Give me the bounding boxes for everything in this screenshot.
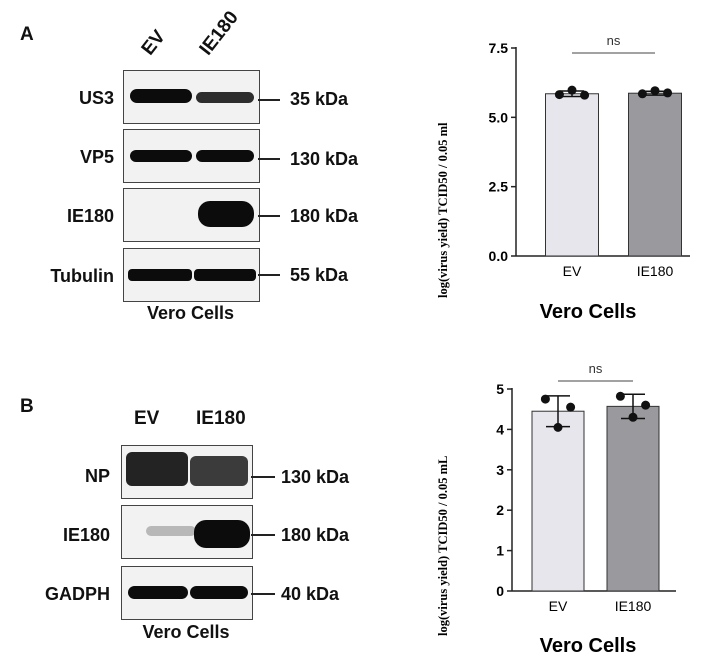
band-tubulin-ev [128, 269, 192, 281]
band-ie180-a-ie180 [198, 201, 254, 227]
chart-b-ylabel: log(virus yield) TCID50 / 0.05 mL [436, 456, 450, 636]
chart-b-ytick-label: 1 [496, 543, 504, 559]
chart-a-ytick-label: 7.5 [489, 40, 509, 56]
chart-b-ytick-label: 3 [496, 462, 504, 478]
blot-ie180-b [121, 505, 253, 559]
blot-label-vp5: VP5 [79, 147, 114, 167]
blot-label-ie180-b: IE180 [62, 525, 110, 545]
chart-a-ytick-label: 2.5 [489, 179, 509, 195]
blot-marker-ie180-b [251, 534, 275, 536]
chart-b-ytick-label: 5 [496, 381, 504, 397]
blot-size-np: 130 kDa [281, 467, 350, 487]
chart-a-data-point [554, 90, 564, 100]
blot-size-vp5: 130 kDa [290, 149, 359, 169]
blot-size-tubulin: 55 kDa [290, 265, 349, 285]
blot-size-ie180-b: 180 kDa [281, 525, 350, 545]
chart-a: log(virus yield) TCID50 / 0.05 ml 0.0 2.5… [436, 33, 690, 323]
chart-b-bar-ev [531, 410, 585, 592]
band-np-ie180 [190, 456, 248, 486]
panel-a-lane-ev: EV [137, 26, 170, 60]
chart-a-data-point [650, 86, 660, 96]
blot-us3 [123, 70, 260, 124]
blot-size-gadph: 40 kDa [281, 584, 340, 604]
blot-label-np: NP [84, 466, 110, 486]
chart-b-xlabel: Vero Cells [540, 635, 637, 657]
blot-label-us3: US3 [78, 88, 114, 108]
chart-a-data-point [637, 89, 647, 99]
panel-b-lane-ie180: IE180 [196, 408, 246, 429]
blot-label-tubulin: Tubulin [50, 266, 114, 286]
blot-tubulin [123, 248, 260, 302]
chart-a-sig-label: ns [607, 33, 621, 48]
band-us3-ev [130, 89, 192, 103]
chart-b-bar-ie180 [606, 405, 660, 592]
blot-gadph [121, 566, 253, 620]
blot-marker-vp5 [258, 158, 280, 160]
blot-marker-np [251, 476, 275, 478]
band-gadph-ev [128, 586, 188, 599]
chart-b-data-point [540, 394, 550, 404]
band-us3-ie180 [196, 92, 254, 103]
chart-b-data-point [628, 412, 638, 422]
blot-vp5 [123, 129, 260, 183]
chart-b-data-point [615, 391, 625, 401]
band-ie180-b-ev [146, 526, 196, 536]
blot-marker-tubulin [258, 274, 280, 276]
band-np-ev [126, 452, 188, 486]
chart-b-ytick-label: 0 [496, 583, 504, 599]
chart-b-xtick-label: IE180 [615, 598, 652, 614]
panel-b-letter: B [20, 396, 34, 417]
panel-a-caption: Vero Cells [146, 303, 235, 323]
band-tubulin-ie180 [194, 269, 256, 281]
blot-np [121, 445, 253, 499]
chart-b-data-point [641, 400, 651, 410]
blot-ie180-a [123, 188, 260, 242]
chart-b-data-point [553, 422, 563, 432]
chart-a-data-point [567, 85, 577, 95]
chart-a-bar-ie180 [628, 92, 682, 257]
chart-b-sig-label: ns [589, 361, 603, 376]
band-vp5-ie180 [196, 150, 254, 162]
blot-marker-us3 [258, 99, 280, 101]
band-vp5-ev [130, 150, 192, 162]
chart-a-data-point [663, 88, 673, 98]
blot-size-ie180-a: 180 kDa [290, 206, 359, 226]
panel-a-lane-ie180: IE180 [195, 7, 243, 60]
chart-b-ytick-label: 2 [496, 502, 504, 518]
chart-a-data-point [580, 90, 590, 100]
chart-b-data-point [566, 402, 576, 412]
blot-label-ie180-a: IE180 [66, 206, 114, 226]
panel-a-letter: A [20, 24, 34, 45]
blot-marker-ie180-a [258, 215, 280, 217]
chart-a-ytick-label: 5.0 [489, 109, 509, 125]
blot-marker-gadph [251, 593, 275, 595]
band-gadph-ie180 [190, 586, 248, 599]
chart-a-xtick-label: EV [563, 263, 582, 279]
panel-b-caption: Vero Cells [142, 622, 230, 642]
band-ie180-b-ie180 [194, 520, 250, 548]
chart-a-xlabel: Vero Cells [540, 301, 637, 323]
chart-a-xtick-label: IE180 [637, 263, 674, 279]
blot-size-us3: 35 kDa [290, 89, 349, 109]
blot-label-gadph: GADPH [44, 584, 110, 604]
chart-a-bar-ev [545, 93, 599, 257]
chart-b: log(virus yield) TCID50 / 0.05 mL 0 1 2 3 4 5… [436, 361, 676, 657]
chart-b-ytick-label: 4 [496, 421, 504, 437]
panel-b-lane-ev: EV [134, 408, 160, 429]
chart-a-ylabel: log(virus yield) TCID50 / 0.05 ml [436, 122, 450, 298]
chart-a-ytick-label: 0.0 [489, 248, 509, 264]
chart-b-xtick-label: EV [549, 598, 568, 614]
